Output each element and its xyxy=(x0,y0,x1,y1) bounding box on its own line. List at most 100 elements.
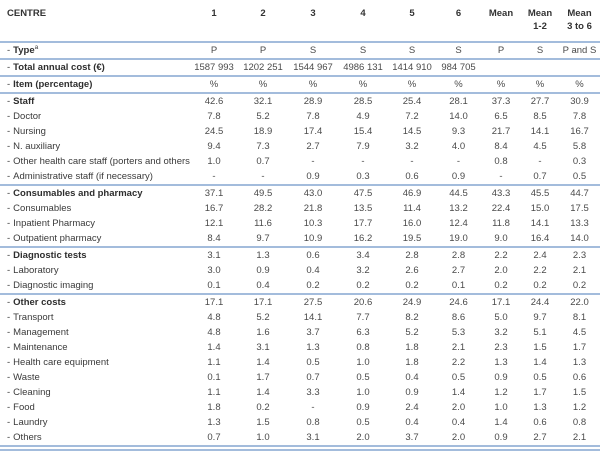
cell: 2.0 xyxy=(451,432,466,443)
row-dash: - xyxy=(7,62,11,73)
cell: 30.9 xyxy=(570,96,589,107)
cell: 32.1 xyxy=(253,96,273,107)
cell: 3.1 xyxy=(207,250,221,261)
row-label-text: Other costs xyxy=(13,297,66,308)
cell: 0.6 xyxy=(572,372,587,383)
cell: 5.3 xyxy=(451,327,466,338)
cell: 15.4 xyxy=(353,126,373,137)
row-label-text: Staff xyxy=(13,96,35,107)
cell: 4.5 xyxy=(572,327,587,338)
table-row: - Consumables and pharmacy 37.1 49.5 43.0 47.… xyxy=(0,185,600,201)
cell: 46.9 xyxy=(402,188,422,199)
row-label-text: Other health care staff (porters and oth… xyxy=(13,156,190,167)
cell: 6.3 xyxy=(356,327,370,338)
cell: 1.3 xyxy=(306,342,320,353)
cell: 19.0 xyxy=(449,233,468,244)
cell: P xyxy=(497,45,505,56)
cell: 0.6 xyxy=(533,417,547,428)
cell: 0.5 xyxy=(533,372,547,383)
cell: 1.4 xyxy=(533,357,547,368)
row-dash: - xyxy=(7,402,11,413)
cell: 3.2 xyxy=(356,265,370,276)
cell: 1.0 xyxy=(356,387,370,398)
column-header: 5 xyxy=(409,8,415,19)
cell: 13.5 xyxy=(353,203,373,214)
cell: 37.1 xyxy=(204,188,224,199)
cell: 1.3 xyxy=(207,417,221,428)
row-dash: - xyxy=(7,312,11,323)
cell: 17.5 xyxy=(570,203,589,214)
row-dash: - xyxy=(7,387,11,398)
table-row: - Maintenance 1.4 3.1 1.3 0.8 1.8 2.1 2.3 1.5 1.7 xyxy=(0,340,600,355)
cell: 5.2 xyxy=(256,111,270,122)
cell: 1.5 xyxy=(256,417,270,428)
cell: 0.1 xyxy=(451,280,466,291)
cell: 14.1 xyxy=(530,126,550,137)
column-header: Mean 3 to 6 xyxy=(567,8,592,32)
cell: 6.5 xyxy=(494,111,508,122)
table-row: - Food 1.8 0.2-0.9 2.4 2.0 1.0 1.3 1.2 xyxy=(0,400,600,415)
cell: 24.6 xyxy=(449,297,468,308)
cell: P and S xyxy=(562,45,597,56)
cell: 0.3 xyxy=(572,156,587,167)
cell: 21.8 xyxy=(303,203,323,214)
cell: 0.5 xyxy=(356,417,370,428)
cell: 0.5 xyxy=(572,171,587,182)
cell: 2.1 xyxy=(572,265,587,276)
cell: 16.0 xyxy=(402,218,422,229)
cell: 14.1 xyxy=(303,312,323,323)
table-header-row: CENTRE 1 2 3 4 5 6 Mean Mean 1-2 Mean 3 to 6 xyxy=(0,0,600,42)
cell: 1.8 xyxy=(207,402,221,413)
cell: 2.0 xyxy=(494,265,508,276)
row-label: - Transport xyxy=(0,310,190,325)
cell: 49.5 xyxy=(253,188,273,199)
cell: 19.5 xyxy=(402,233,422,244)
row-label: - Other costs xyxy=(0,294,190,310)
cell: 0.8 xyxy=(306,417,320,428)
row-label: - Food xyxy=(0,400,190,415)
cell: 0.2 xyxy=(256,402,270,413)
cell: S xyxy=(408,45,416,56)
cell: 8.2 xyxy=(405,312,419,323)
row-label: - Diagnostic imaging xyxy=(0,278,190,294)
cell: % xyxy=(358,79,368,90)
cell: - xyxy=(212,171,216,182)
cell: 12.4 xyxy=(449,218,468,229)
cell: 1.7 xyxy=(572,342,587,353)
table-row: - Doctor 7.8 5.2 7.8 4.9 7.2 14.0 6.5 8.5 7.8 xyxy=(0,109,600,124)
row-label: - N. auxiliary xyxy=(0,139,190,154)
cell: 0.3 xyxy=(356,171,370,182)
cell: 1.3 xyxy=(572,357,587,368)
row-label-text: Type xyxy=(13,45,35,56)
cell: 5.1 xyxy=(533,327,547,338)
table-row: - Health care equipment 1.1 1.4 0.5 1.0 1.8 2.2… xyxy=(0,355,600,370)
cell: - xyxy=(410,156,414,167)
cell: - xyxy=(456,156,461,167)
cell: % xyxy=(209,79,219,90)
cell: 1.0 xyxy=(207,156,221,167)
cell: 1.4 xyxy=(256,357,270,368)
cell: 984 705 xyxy=(441,62,476,73)
cell: 21.7 xyxy=(491,126,511,137)
row-label: - Outpatient pharmacy xyxy=(0,231,190,247)
row-label: - Consumables and pharmacy xyxy=(0,185,190,201)
cell: 43.0 xyxy=(303,188,323,199)
cell: 44.7 xyxy=(570,188,589,199)
cell: % xyxy=(308,79,318,90)
cell: 1.7 xyxy=(533,387,547,398)
cell: 17.1 xyxy=(253,297,273,308)
row-label-text: Consumables xyxy=(13,203,72,214)
row-label-text: Others xyxy=(13,432,42,443)
cell: 0.2 xyxy=(405,280,419,291)
row-dash: - xyxy=(7,233,11,244)
cell: P xyxy=(210,45,218,56)
cell: 10.3 xyxy=(303,218,323,229)
cell: 2.0 xyxy=(356,432,370,443)
row-label: - Item (percentage) xyxy=(0,76,190,93)
row-label: - Typea xyxy=(0,42,190,59)
row-label: - Administrative staff (if necessary) xyxy=(0,169,190,185)
cell: 1.2 xyxy=(572,402,587,413)
cell: 1.6 xyxy=(256,327,270,338)
row-label: - Health care equipment xyxy=(0,355,190,370)
cell: 1.3 xyxy=(256,250,270,261)
